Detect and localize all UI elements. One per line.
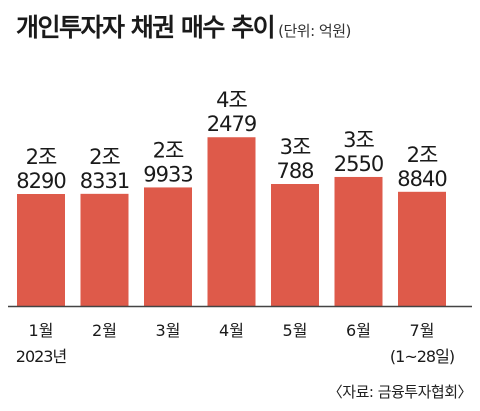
bar-2 xyxy=(80,193,129,306)
value-label-1-line-1: 2조 xyxy=(26,145,57,169)
title-text: 개인투자자 채권 매수 추이 xyxy=(16,13,276,42)
value-label-1-line-2: 8290 xyxy=(16,169,65,193)
chart-title: 개인투자자 채권 매수 추이 (단위: 억원) xyxy=(16,8,351,44)
category-sublabel-1: 2023년 xyxy=(16,347,67,366)
source-note: 〈자료: 금융투자협회〉 xyxy=(327,383,473,401)
category-labels-group: 1월 2023년 2월 3월 4월 5월 6월 7월 (1~28일) xyxy=(16,321,455,366)
bar-1 xyxy=(17,194,65,306)
value-label-3-line-1: 2조 xyxy=(153,138,184,162)
value-label-7-line-1: 2조 xyxy=(407,143,438,167)
category-label-2: 2월 xyxy=(92,321,117,340)
bar-6 xyxy=(334,176,383,306)
value-label-4-line-1: 4조 xyxy=(216,88,247,112)
category-label-6: 6월 xyxy=(346,321,371,340)
bars-group xyxy=(17,137,446,306)
bar-4 xyxy=(207,137,256,306)
value-label-5-line-1: 3조 xyxy=(280,135,311,159)
unit-label: (단위: 억원) xyxy=(278,22,351,40)
bar-7 xyxy=(398,191,446,306)
value-label-4-line-2: 2479 xyxy=(207,112,256,136)
category-label-5: 5월 xyxy=(283,321,308,340)
category-label-7: 7월 xyxy=(410,321,435,340)
value-label-3-line-2: 9933 xyxy=(143,162,192,186)
category-label-1: 1월 xyxy=(29,321,54,340)
value-label-6-line-1: 3조 xyxy=(343,128,374,152)
value-label-2-line-1: 2조 xyxy=(89,145,120,169)
category-label-3: 3월 xyxy=(156,321,181,340)
category-label-4: 4월 xyxy=(219,321,244,340)
bar-5 xyxy=(271,184,319,306)
category-sublabel-7: (1~28일) xyxy=(390,347,454,366)
value-label-6-line-2: 2550 xyxy=(334,152,383,176)
value-label-5-line-2: 788 xyxy=(276,159,313,183)
value-label-2-line-2: 8331 xyxy=(80,169,129,193)
bar-3 xyxy=(144,187,192,306)
value-label-7-line-2: 8840 xyxy=(397,167,446,191)
